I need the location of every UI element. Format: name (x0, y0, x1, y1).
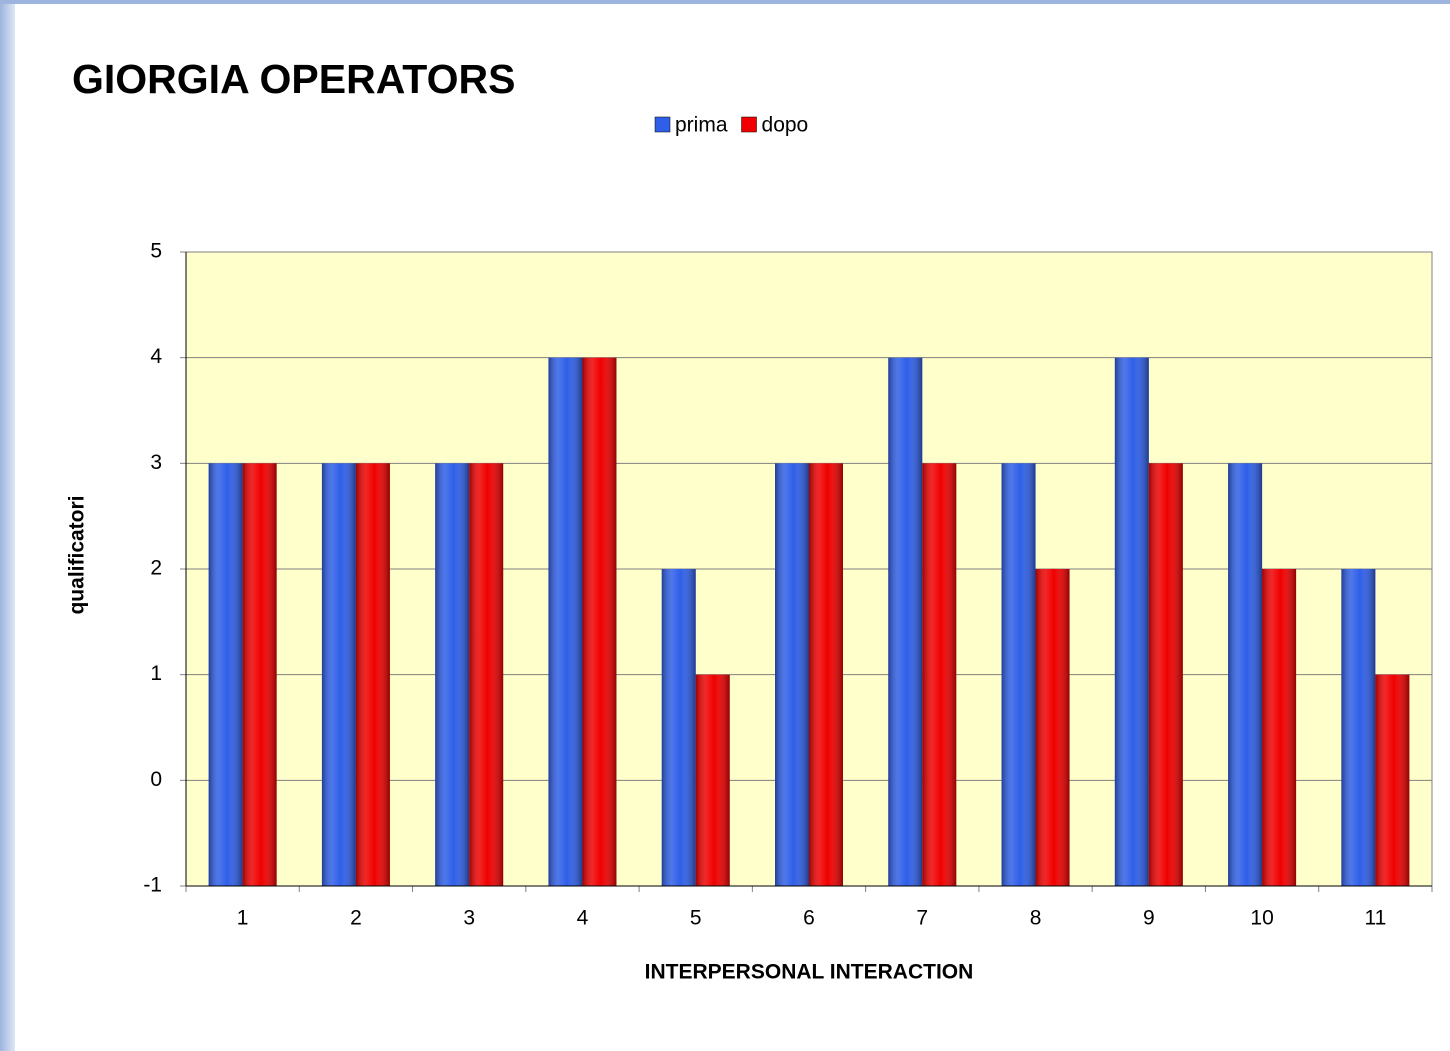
bar-shade (775, 463, 809, 886)
bar-shade (1228, 463, 1263, 886)
bar-shade (1148, 463, 1183, 886)
x-tick-label: 5 (690, 907, 702, 930)
bar-shade (922, 463, 957, 886)
bar-shade (355, 463, 390, 886)
bar-shade (242, 463, 277, 886)
bar-shade (1341, 569, 1376, 886)
bar-shade (582, 357, 617, 887)
x-tick-label: 10 (1250, 907, 1273, 930)
legend-swatch (741, 116, 757, 133)
y-tick-label: 3 (150, 451, 162, 474)
x-tick-label: 1 (237, 907, 249, 930)
chart-title: GIORGIA OPERATORS (72, 56, 515, 102)
x-tick-label: 2 (350, 907, 362, 930)
x-tick-label: 4 (577, 907, 589, 930)
x-tick-label: 11 (1364, 907, 1386, 930)
bar-shade (208, 463, 243, 886)
bar-shade (809, 463, 843, 886)
bar-shade (661, 569, 696, 886)
x-tick-label: 8 (1030, 907, 1042, 930)
x-axis-label: INTERPERSONAL INTERACTION (645, 961, 974, 984)
x-tick-label: 9 (1143, 907, 1155, 930)
y-tick-label: 4 (150, 345, 162, 368)
x-tick-label: 3 (463, 907, 475, 930)
slide-top (0, 0, 1450, 4)
y-tick-label: 5 (150, 240, 162, 263)
bar-shade (548, 357, 583, 887)
y-tick-label: 1 (150, 662, 162, 685)
bar-shade (1262, 569, 1297, 886)
legend-label: prima (675, 114, 728, 137)
bar-shade (469, 463, 504, 886)
x-tick-label: 7 (916, 907, 928, 930)
x-tick-label: 6 (803, 907, 815, 930)
bar-shade (1035, 569, 1070, 886)
y-tick-label: -1 (143, 874, 162, 897)
legend-swatch (654, 116, 671, 133)
bar-shade (1001, 463, 1036, 886)
legend-label: dopo (762, 114, 809, 137)
bar-shade (435, 463, 470, 886)
bar-shade (695, 674, 730, 886)
bar-shade (888, 357, 923, 887)
y-tick-label: 0 (150, 768, 162, 791)
y-axis-label: qualificatori (66, 495, 89, 614)
bar-shade (1114, 357, 1149, 887)
bar-shade (321, 463, 356, 886)
y-tick-label: 2 (150, 557, 162, 580)
bar-shade (1375, 674, 1410, 886)
slide-edge (0, 0, 15, 1051)
